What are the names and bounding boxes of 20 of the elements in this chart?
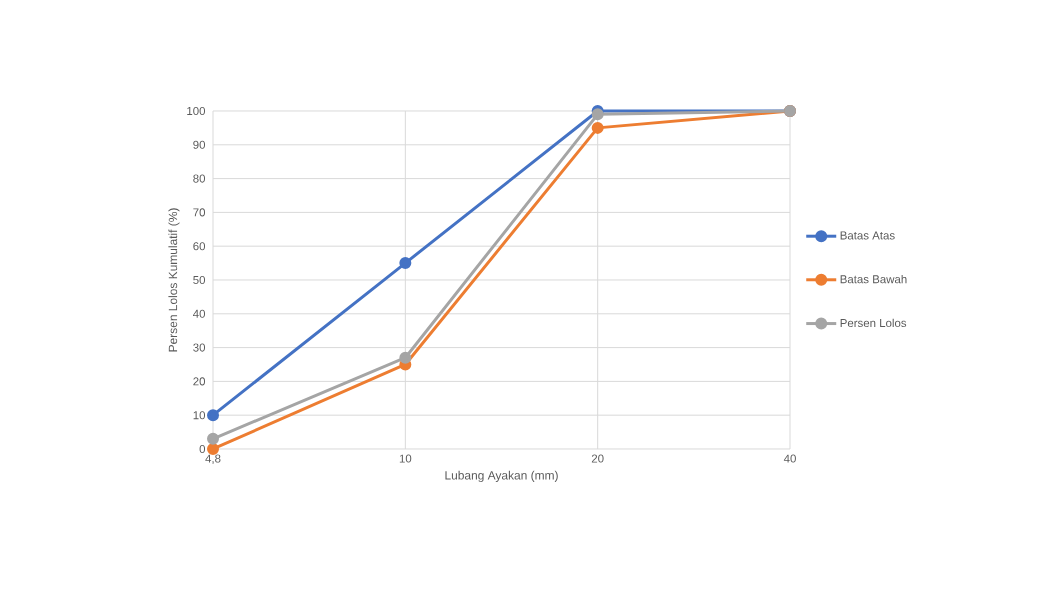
legend-label: Batas Atas (840, 231, 895, 240)
y-tick-label: 10 (193, 411, 206, 420)
y-tick-label: 60 (193, 242, 206, 251)
legend-label: Batas Bawah (840, 274, 907, 284)
y-tick-label: 40 (193, 309, 206, 318)
x-tick-label: 40 (783, 454, 796, 463)
legend-label: Persen Lolos (840, 318, 907, 328)
x-tick-label: 10 (399, 454, 412, 463)
y-tick-label: 90 (193, 140, 206, 149)
x-tick-label: 20 (591, 454, 604, 463)
x-axis-title: Lubang Ayakan (mm) (445, 470, 558, 482)
y-tick-label: 50 (193, 275, 206, 285)
y-tick-label: 80 (193, 174, 206, 183)
y-tick-label: 0 (199, 444, 206, 454)
x-tick-label: 4,8 (205, 454, 221, 464)
y-tick-label: 100 (187, 106, 206, 116)
y-axis-title: Persen Lolos Kumulatif (%) (168, 208, 180, 352)
y-tick-label: 70 (193, 208, 206, 217)
y-tick-label: 30 (193, 343, 206, 352)
y-tick-label: 20 (193, 377, 206, 386)
